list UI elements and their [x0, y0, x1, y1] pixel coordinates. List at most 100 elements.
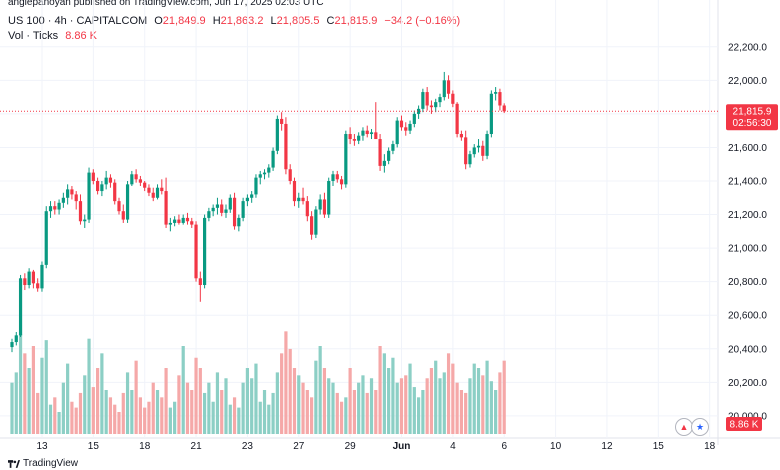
candle-body: [181, 217, 185, 223]
candle-body: [66, 189, 70, 198]
volume-bar: [100, 353, 104, 434]
x-tick-label: 15: [88, 441, 100, 452]
candle-body: [70, 189, 74, 195]
candle-body: [301, 197, 305, 202]
volume-bar: [327, 378, 331, 434]
volume-bar: [138, 397, 142, 434]
x-tick-label: 27: [293, 441, 305, 452]
candle-body: [395, 120, 399, 145]
candle-body: [147, 187, 151, 193]
candle-body: [207, 211, 211, 218]
candle-body: [241, 201, 245, 218]
volume-bar: [14, 372, 18, 434]
volume-bar: [378, 346, 382, 434]
volume-bar: [417, 397, 421, 434]
candle-body: [271, 150, 275, 168]
volume-bar: [108, 397, 113, 434]
volume-bar: [476, 368, 481, 434]
candle-body: [258, 174, 262, 178]
y-tick-label: 20,400.0: [728, 344, 767, 355]
candle-body: [130, 174, 134, 185]
candle-body: [275, 118, 279, 151]
candle-body: [27, 271, 31, 286]
volume-bar: [468, 378, 472, 434]
candle-body: [438, 97, 442, 103]
x-tick-label: 12: [601, 441, 613, 452]
candle-body: [297, 197, 301, 202]
us-flag-icon[interactable]: ★: [691, 418, 709, 436]
tradingview-logo-icon: [8, 459, 20, 468]
candles: [10, 71, 506, 353]
candle-body: [245, 197, 249, 202]
volume-bar: [305, 390, 309, 434]
candle-body: [143, 182, 147, 188]
x-tick-label: 10: [550, 441, 562, 452]
candle-body: [404, 127, 408, 131]
candle-body: [151, 192, 155, 198]
volume-bar: [494, 390, 498, 434]
candle-body: [177, 219, 181, 223]
volume-bar: [160, 397, 164, 434]
volume-bar: [267, 404, 271, 434]
candle-body: [382, 160, 386, 166]
candle-body: [160, 187, 164, 192]
candle-body: [446, 80, 451, 94]
y-tick-label: 21,600.0: [728, 143, 767, 154]
volume-bar: [502, 360, 506, 434]
candle-body: [14, 335, 18, 343]
candle-body: [262, 172, 267, 175]
candle-body: [494, 92, 498, 94]
tradingview-brand: TradingView: [8, 458, 78, 469]
volume-bar: [241, 382, 245, 434]
candle-body: [344, 134, 348, 185]
candle-body: [288, 169, 292, 181]
candle-body: [267, 167, 271, 173]
candle-body: [369, 132, 374, 135]
x-tick-label: 15: [653, 441, 665, 452]
volume-bars: [10, 331, 506, 434]
candle-body: [250, 194, 254, 198]
volume-bar: [258, 401, 262, 434]
candle-body: [53, 206, 57, 210]
candle-body: [108, 177, 113, 183]
candle-body: [48, 206, 53, 212]
price-axis: 22,200.022,000.021,800.021,600.021,400.0…: [728, 42, 767, 422]
change-value: −34.2 (−0.16%): [384, 15, 461, 27]
volume-bar: [425, 378, 429, 434]
volume-bar: [429, 368, 434, 434]
volume-bar: [57, 412, 61, 434]
volume-badge: [726, 417, 762, 431]
volume-bar: [314, 360, 318, 434]
last-price-badge: [726, 104, 778, 131]
volume-bar: [481, 375, 485, 434]
candle-body: [125, 184, 130, 220]
volume-bar: [130, 390, 134, 434]
candle-body: [489, 93, 493, 135]
volume-bar: [232, 397, 237, 434]
volume-bar: [36, 392, 40, 434]
symbol-label[interactable]: US 100 · 4h · CAPITALCOM: [8, 15, 148, 27]
candle-body: [23, 278, 27, 286]
candle-body: [455, 103, 459, 135]
volume-bar: [104, 390, 108, 434]
volume-bar: [215, 372, 220, 434]
candle-body: [327, 180, 331, 215]
candle-body: [100, 184, 104, 192]
candle-body: [378, 139, 382, 166]
candle-body: [485, 134, 489, 156]
candle-body: [374, 132, 378, 140]
candle-body: [36, 283, 40, 289]
high-value: 21,863.2: [220, 15, 264, 27]
candle-body: [83, 219, 87, 222]
candle-body: [228, 197, 232, 210]
volume-bar: [284, 331, 288, 434]
volume-bar: [48, 404, 53, 434]
volume-bar: [190, 390, 194, 434]
volume-bar: [472, 363, 476, 434]
volume-label[interactable]: Vol · Ticks: [8, 30, 59, 42]
volume-bar: [61, 382, 65, 434]
candle-body: [91, 172, 95, 181]
volume-bar: [434, 360, 438, 434]
volume-bar: [455, 382, 459, 434]
